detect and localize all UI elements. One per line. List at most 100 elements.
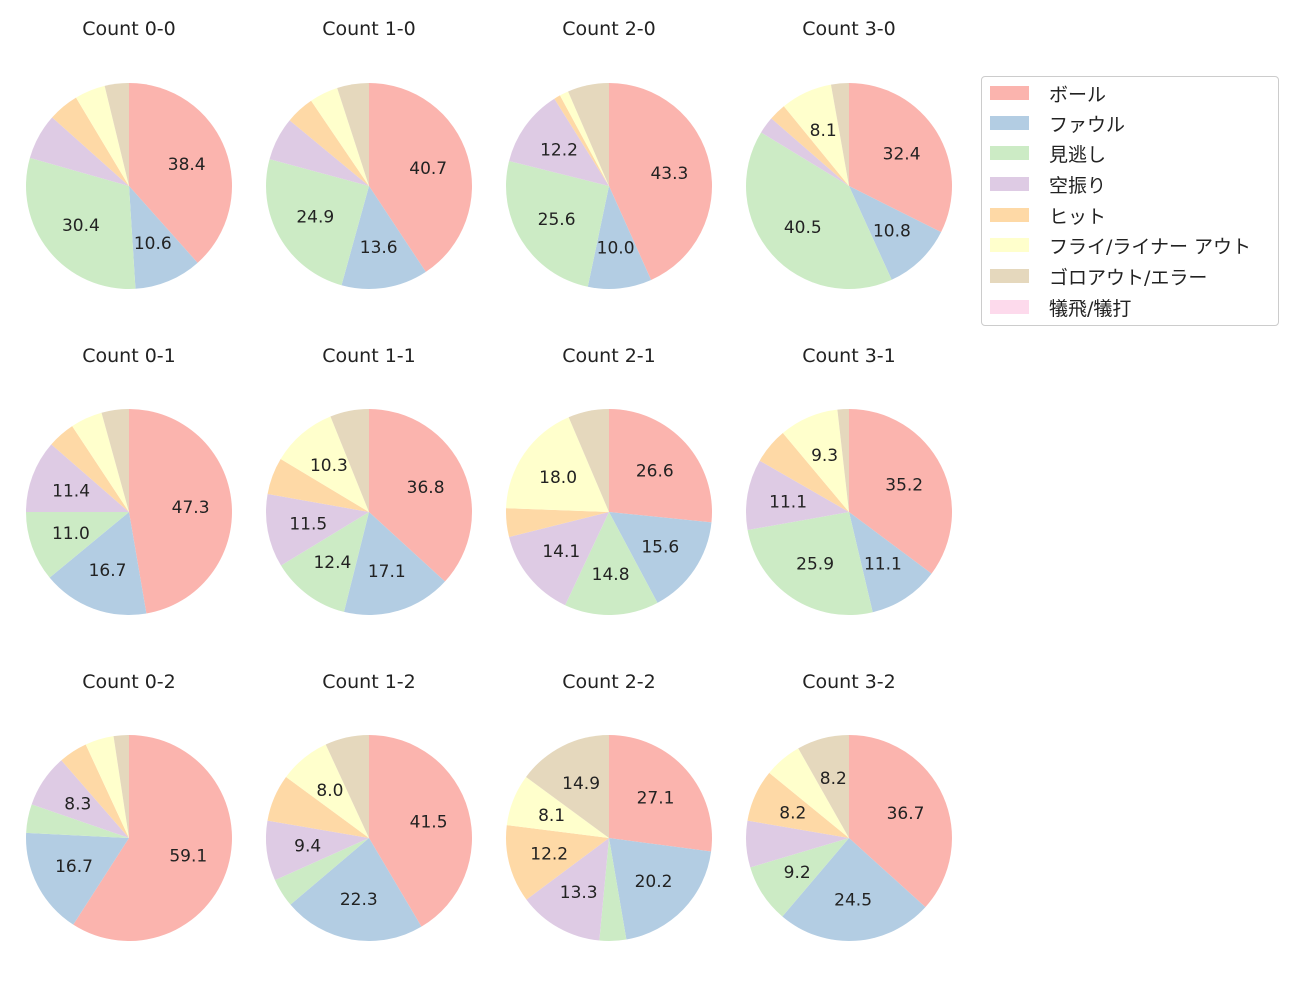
legend-swatch: [990, 269, 1029, 283]
pie-slice: [747, 512, 873, 616]
pie-panel: Count 3-1 35.2 11.1 25.9 11.1 9.3: [745, 345, 952, 616]
slice-label: 13.3: [560, 883, 598, 903]
pie-slice: [281, 512, 369, 612]
slice-label: 27.1: [637, 788, 675, 808]
pie-slice: [783, 84, 849, 186]
slice-label: 14.9: [562, 774, 600, 794]
pie-slice: [509, 512, 609, 606]
legend-item: ボール: [990, 81, 1106, 106]
slice-label: 13.6: [360, 238, 398, 258]
pie-slice: [505, 825, 609, 900]
legend-label: フライ/ライナー アウト: [1049, 235, 1252, 258]
slice-label: 16.7: [55, 857, 93, 877]
pie-slice: [49, 512, 147, 615]
slice-label: 14.1: [542, 542, 580, 562]
slice-label: 40.5: [784, 218, 822, 238]
pie-slice: [73, 735, 232, 941]
pie-slice: [325, 735, 369, 838]
pie-slice: [565, 512, 658, 616]
pie-slice: [609, 838, 712, 940]
pie-slice: [746, 132, 892, 289]
pie-slice: [750, 838, 849, 917]
slice-label: 14.8: [592, 565, 630, 585]
pie-slice: [267, 459, 369, 512]
legend-item: 空振り: [990, 172, 1106, 197]
slice-label: 16.7: [89, 561, 127, 581]
pie-slice: [26, 444, 129, 512]
legend-item: 犠飛/犠打: [990, 295, 1132, 320]
pie-slice: [747, 772, 849, 838]
pie-panel: Count 0-1 47.3 16.7 11.0 11.4: [26, 345, 232, 615]
legend-label: 犠飛/犠打: [1049, 297, 1132, 320]
pie-slice: [506, 161, 609, 287]
pie-slice: [61, 744, 130, 838]
slice-label: 30.4: [62, 216, 100, 236]
pie-slice: [51, 426, 130, 512]
pie-slice: [506, 417, 609, 512]
slice-label: 22.3: [340, 890, 378, 910]
pie-slice: [266, 159, 369, 286]
slice-label: 10.6: [134, 234, 172, 254]
slice-label: 12.2: [530, 845, 568, 865]
pie-slice: [85, 736, 129, 838]
pie-panel: Count 2-1 26.6 15.6 14.8 14.1 18.0: [505, 345, 713, 616]
pie-slice: [554, 95, 609, 186]
pie-slice: [267, 776, 369, 838]
slice-label: 59.1: [169, 846, 207, 866]
legend-item: 見逃し: [990, 141, 1106, 166]
pie-slice: [280, 416, 369, 512]
pie-slice: [505, 508, 609, 537]
panel-title: Count 0-2: [82, 671, 176, 693]
legend-swatch: [990, 146, 1029, 160]
slice-label: 11.5: [289, 514, 327, 534]
pie-slice: [506, 776, 609, 838]
slice-label: 11.1: [769, 492, 807, 512]
slice-label: 8.2: [820, 769, 847, 789]
slice-label: 41.5: [410, 813, 448, 833]
slice-label: 9.3: [811, 446, 838, 466]
pie-panel: Count 2-0 43.3 10.0 25.6 12.2: [506, 18, 713, 289]
pie-slice: [587, 186, 652, 289]
panel-title: Count 2-1: [562, 345, 656, 367]
slice-label: 25.6: [538, 210, 576, 230]
panel-title: Count 1-1: [322, 345, 416, 367]
slice-label: 25.9: [796, 555, 834, 575]
slice-label: 36.8: [407, 478, 445, 498]
pie-slice: [849, 186, 942, 280]
pie-slice: [849, 735, 953, 908]
pie-slice: [526, 838, 609, 941]
pie-slice: [369, 735, 473, 927]
pie-slice: [286, 744, 369, 838]
legend: ボール ファウル 見逃し 空振り ヒット フライ/ライナー アウト ゴロアウト/…: [981, 76, 1279, 326]
pie-slice: [609, 512, 712, 603]
pie-slice: [269, 120, 369, 186]
pie-slice: [849, 409, 952, 574]
pie-slice: [274, 838, 369, 905]
panel-title: Count 2-2: [562, 671, 656, 693]
pie-slice: [761, 118, 849, 186]
legend-swatch: [990, 300, 1029, 314]
slice-label: 24.9: [296, 208, 334, 228]
pie-slice: [266, 493, 369, 566]
pie-slice: [599, 838, 627, 941]
slice-label: 12.2: [540, 141, 578, 161]
slice-label: 11.1: [864, 555, 902, 575]
slice-label: 10.3: [310, 456, 348, 476]
legend-label: ファウル: [1049, 113, 1126, 136]
panel-title: Count 3-0: [802, 18, 896, 40]
pie-slice: [31, 760, 129, 838]
slice-label: 24.5: [834, 891, 872, 911]
slice-label: 17.1: [368, 562, 406, 582]
legend-swatch: [990, 238, 1029, 252]
pie-slice: [568, 83, 609, 186]
pie-slice: [609, 735, 712, 852]
pie-slice: [849, 83, 953, 233]
slice-label: 12.4: [313, 553, 351, 573]
legend-swatch: [990, 208, 1029, 222]
slice-label: 38.4: [168, 155, 206, 175]
pie-slice: [782, 838, 926, 942]
pie-slice: [771, 106, 849, 186]
pie-slice: [341, 186, 426, 289]
pie-slice: [290, 838, 422, 942]
slice-label: 32.4: [883, 145, 921, 165]
